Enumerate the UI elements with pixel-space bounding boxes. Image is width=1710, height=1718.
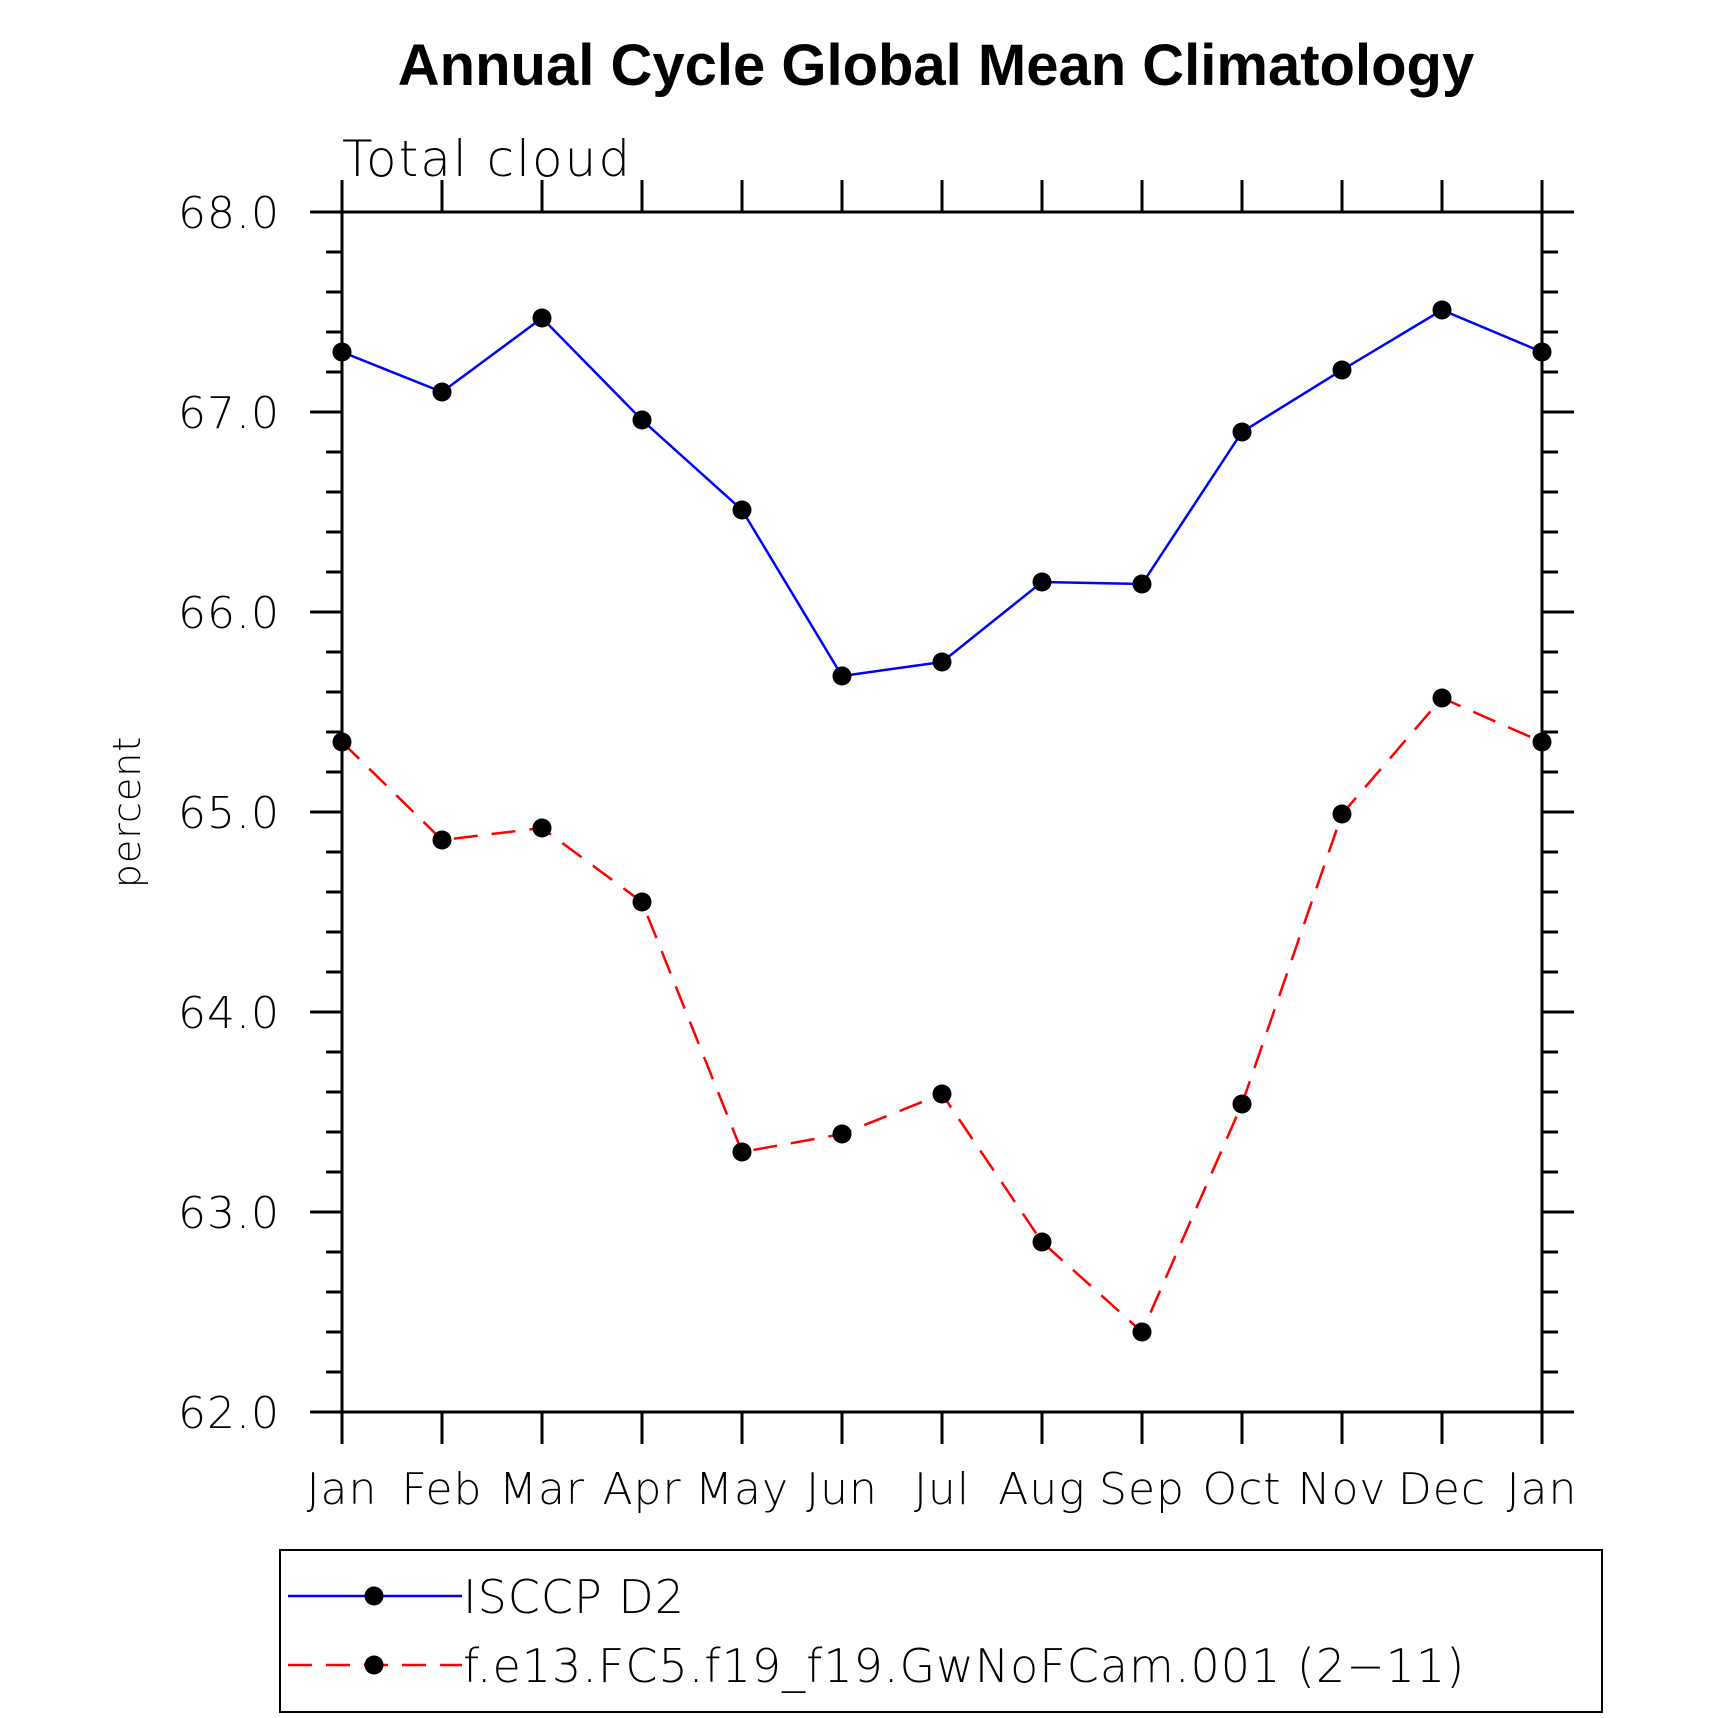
series-1-marker — [732, 500, 752, 520]
series-line-2 — [341, 696, 1543, 1335]
x-tick-label: Mar — [499, 1464, 585, 1515]
x-tick-label: Aug — [998, 1464, 1085, 1515]
x-tick-label: Jul — [914, 1464, 970, 1515]
series-1-marker — [432, 382, 452, 402]
y-tick-label: 68.0 — [178, 188, 280, 239]
axis-tick-labels: Jan Feb Mar Apr May Jun Jul Aug Sep Oct Nov Dec Jan 6… — [178, 188, 1578, 1515]
y-tick-label: 65.0 — [178, 788, 280, 839]
series-1-marker — [332, 342, 352, 362]
x-tick-label: Oct — [1202, 1464, 1281, 1515]
x-tick-label: Sep — [1099, 1464, 1185, 1515]
series-1-marker — [1132, 574, 1152, 594]
legend-label-1: ISCCP D2 — [463, 1570, 685, 1624]
x-tick-label: Apr — [602, 1464, 681, 1515]
y-tick-label: 63.0 — [178, 1188, 280, 1239]
legend-box — [279, 1549, 1603, 1713]
series-2-marker — [1132, 1322, 1152, 1342]
x-tick-label: Jun — [806, 1464, 878, 1515]
legend: ISCCP D2 f.e13.FC5.f19_f19.GwNoFCam.001 (… — [279, 1549, 1603, 1713]
series-2-marker — [1232, 1094, 1252, 1114]
series-layer — [332, 300, 1552, 1342]
x-tick-label: Feb — [402, 1464, 483, 1515]
series-2-marker — [832, 1124, 852, 1144]
legend-label-2: f.e13.FC5.f19_f19.GwNoFCam.001 (2−11) — [463, 1639, 1465, 1693]
chart-subtitle: Total cloud — [342, 130, 632, 188]
series-1-marker — [1532, 342, 1552, 362]
series-1-marker — [532, 308, 552, 328]
legend-marker-2 — [364, 1655, 384, 1675]
series-2-marker — [1332, 804, 1352, 824]
x-tick-label: Jan — [1507, 1464, 1578, 1515]
series-1-marker — [632, 410, 652, 430]
y-tick-label: 64.0 — [178, 988, 280, 1039]
series-2-marker — [932, 1084, 952, 1104]
series-2-marker — [1432, 688, 1452, 708]
y-axis-label: percent — [105, 736, 149, 889]
y-tick-label: 66.0 — [178, 588, 280, 639]
y-tick-label: 67.0 — [178, 388, 280, 439]
series-1-marker — [832, 666, 852, 686]
axis-ticks — [310, 180, 1574, 1444]
series-2-marker — [432, 830, 452, 850]
plot-frame — [340, 210, 1544, 1414]
x-tick-label: Jan — [307, 1464, 378, 1515]
series-1-marker — [932, 652, 952, 672]
series-2-marker — [632, 892, 652, 912]
series-2-marker — [732, 1142, 752, 1162]
chart-title: Annual Cycle Global Mean Climatology — [398, 33, 1474, 98]
series-2-marker — [532, 818, 552, 838]
y-tick-label: 62.0 — [178, 1388, 280, 1439]
x-tick-label: May — [695, 1464, 789, 1515]
series-2-marker — [1532, 732, 1552, 752]
legend-marker-1 — [364, 1586, 384, 1606]
series-1-marker — [1432, 300, 1452, 320]
series-2-marker — [332, 732, 352, 752]
series-1-marker — [1032, 572, 1052, 592]
legend-items: ISCCP D2 f.e13.FC5.f19_f19.GwNoFCam.001 (… — [288, 1570, 1465, 1693]
series-line-1 — [341, 308, 1543, 678]
x-tick-label: Nov — [1298, 1464, 1387, 1515]
x-tick-label: Dec — [1398, 1464, 1486, 1515]
series-1-marker — [1332, 360, 1352, 380]
series-2-marker — [1032, 1232, 1052, 1252]
series-1-marker — [1232, 422, 1252, 442]
